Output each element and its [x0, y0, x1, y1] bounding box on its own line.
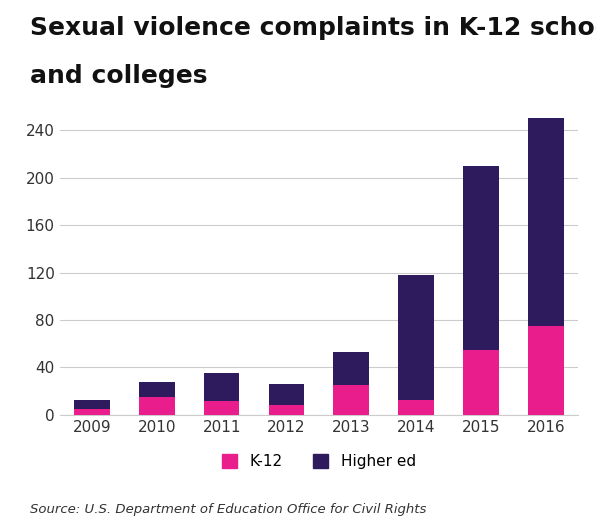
Bar: [528, 326, 564, 415]
Text: Sexual violence complaints in K-12 schools: Sexual violence complaints in K-12 schoo…: [30, 16, 596, 40]
Bar: [528, 118, 564, 326]
Legend: K-12, Higher ed: K-12, Higher ed: [216, 448, 422, 475]
Bar: [333, 385, 369, 415]
Bar: [463, 350, 499, 415]
Bar: [333, 352, 369, 385]
Text: Source: U.S. Department of Education Office for Civil Rights: Source: U.S. Department of Education Off…: [30, 503, 426, 516]
Bar: [269, 405, 305, 415]
Bar: [463, 166, 499, 350]
Bar: [269, 384, 305, 405]
Bar: [139, 382, 175, 397]
Bar: [74, 400, 110, 409]
Text: and colleges: and colleges: [30, 64, 207, 88]
Bar: [398, 275, 434, 400]
Bar: [204, 401, 240, 415]
Bar: [398, 400, 434, 415]
Bar: [139, 397, 175, 415]
Bar: [204, 373, 240, 401]
Bar: [74, 409, 110, 415]
